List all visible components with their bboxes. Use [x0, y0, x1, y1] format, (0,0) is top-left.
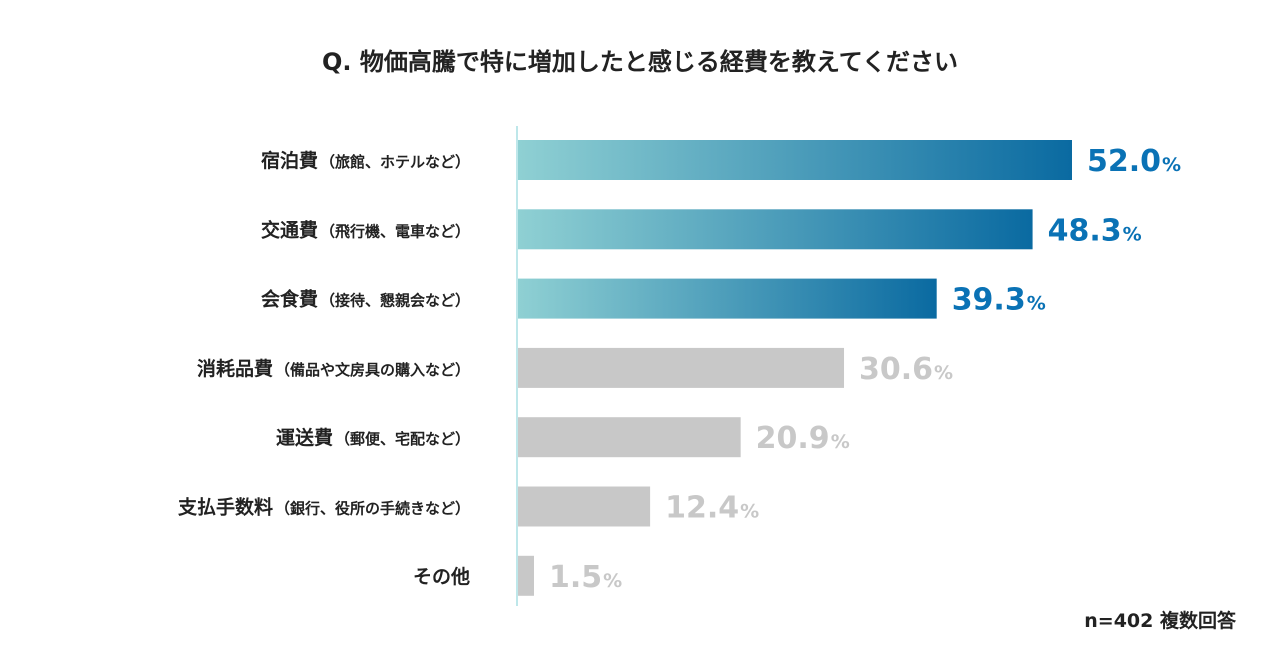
- value-label: 12.4%: [665, 491, 759, 526]
- value-unit: %: [1123, 223, 1142, 245]
- category-label: その他: [413, 565, 470, 588]
- bar: [518, 486, 651, 527]
- value-unit: %: [831, 431, 850, 453]
- bar: [518, 209, 1033, 250]
- bar: [518, 140, 1072, 180]
- value-unit: %: [1162, 154, 1181, 176]
- bar: [518, 417, 741, 458]
- category-note: （備品や文房具の購入など）: [275, 361, 470, 379]
- value-label: 52.0%: [1087, 144, 1181, 179]
- value-unit: %: [740, 501, 759, 523]
- category-note: （銀行、役所の手続きなど）: [275, 500, 470, 518]
- category-label: 消耗品費 （備品や文房具の購入など）: [197, 357, 470, 380]
- category-main: 支払手数料: [177, 496, 273, 519]
- category-main: 会食費: [261, 288, 318, 311]
- value-label: 48.3%: [1048, 213, 1142, 248]
- value-label: 39.3%: [952, 283, 1046, 318]
- value-unit: %: [1027, 293, 1046, 315]
- category-main: 運送費: [276, 426, 333, 449]
- value-number: 12.4: [665, 491, 739, 526]
- value-number: 30.6: [859, 352, 933, 387]
- value-unit: %: [934, 362, 953, 384]
- category-main: 宿泊費: [261, 149, 318, 172]
- sample-note: n=402 複数回答: [1084, 609, 1237, 632]
- category-main: 交通費: [261, 218, 318, 241]
- category-main: 消耗品費: [197, 357, 273, 380]
- value-number: 1.5: [549, 560, 602, 595]
- bar: [518, 555, 534, 596]
- bar: [518, 347, 845, 388]
- value-label: 20.9%: [756, 421, 850, 456]
- value-unit: %: [603, 570, 622, 592]
- bar: [518, 278, 937, 319]
- category-label: 交通費 （飛行機、電車など）: [261, 218, 470, 241]
- value-number: 39.3: [952, 283, 1026, 318]
- category-main: その他: [413, 565, 470, 588]
- category-note: （旅館、ホテルなど）: [320, 153, 470, 171]
- category-note: （接待、懇親会など）: [320, 292, 470, 310]
- category-label: 運送費 （郵便、宅配など）: [276, 426, 470, 449]
- value-label: 1.5%: [549, 560, 622, 595]
- value-number: 20.9: [756, 421, 830, 456]
- category-note: （飛行機、電車など）: [320, 222, 470, 240]
- category-label: 支払手数料 （銀行、役所の手続きなど）: [177, 496, 470, 519]
- chart-title: Q. 物価高騰で特に増加したと感じる経費を教えてください: [322, 48, 958, 76]
- category-note: （郵便、宅配など）: [335, 430, 470, 448]
- bars-layer: 宿泊費 （旅館、ホテルなど） 52.0%交通費 （飛行機、電車など） 48.3%会食費（…: [177, 126, 1181, 606]
- category-label: 宿泊費 （旅館、ホテルなど）: [261, 149, 470, 172]
- value-number: 52.0: [1087, 144, 1161, 179]
- value-number: 48.3: [1048, 213, 1122, 248]
- value-label: 30.6%: [859, 352, 953, 387]
- category-label: 会食費 （接待、懇親会など）: [261, 288, 470, 311]
